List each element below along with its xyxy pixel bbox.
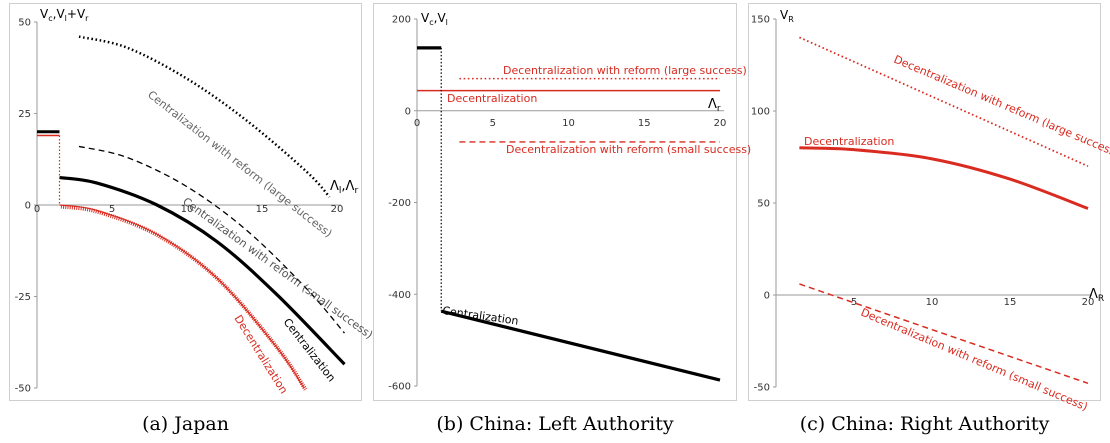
- x-label-c: ΛR: [1089, 287, 1104, 304]
- series-line-c-1: [799, 146, 1089, 210]
- annotation-c-large: Decentralization with reform (large succ…: [892, 53, 1110, 160]
- y-tick-label-a-1: 25: [18, 109, 31, 120]
- series-line-a-1: [78, 145, 345, 334]
- y-tick-label-c-2: 50: [757, 199, 770, 210]
- x-tick-label-a-2: 10: [181, 204, 194, 215]
- series-line-a-0: [78, 35, 331, 198]
- annotation-b-large: Decentralization with reform (large succ…: [503, 64, 747, 77]
- y-tick-label-a-2: 0: [25, 201, 31, 212]
- x-tick-label-b-2: 10: [562, 118, 575, 129]
- x-tick-label-a-1: 5: [109, 204, 115, 215]
- panel-b-frame: [373, 3, 737, 401]
- y-tick-label-c-3: 0: [764, 291, 770, 302]
- series-line-b-3: [440, 309, 721, 382]
- x-tick-label-b-1: 5: [490, 118, 496, 129]
- x-tick-label-a-0: 0: [34, 204, 40, 215]
- x-tick-label-b-4: 20: [714, 118, 727, 129]
- series-line-a-3-hatch: [60, 204, 308, 391]
- y-label-b: Vc,Vl: [421, 11, 448, 27]
- y-tick-label-a-4: -50: [15, 384, 31, 395]
- panel-a-frame: [9, 3, 362, 401]
- x-tick-label-a-4: 20: [331, 204, 344, 215]
- x-tick-label-c-1: 10: [926, 297, 939, 308]
- annotation-c-small: Decentralization with reform (small succ…: [859, 306, 1090, 414]
- y-tick-label-b-4: -600: [388, 382, 411, 393]
- y-tick-label-c-0: 150: [751, 15, 770, 26]
- x-label-b: Λr: [708, 97, 721, 114]
- y-tick-label-b-2: -200: [388, 198, 411, 209]
- annotation-a-small: Centralization with reform (small succes…: [180, 195, 375, 342]
- y-tick-label-c-4: -50: [754, 383, 770, 394]
- x-label-a: Λl,Λr: [330, 179, 358, 196]
- annotation-b-decentralization: Decentralization: [447, 92, 537, 105]
- y-label-c: VR: [780, 8, 794, 24]
- caption-c: (c) China: Right Authority: [799, 413, 1050, 435]
- panel-c-frame: [748, 3, 1101, 401]
- y-tick-label-b-3: -400: [388, 290, 411, 301]
- x-tick-label-a-3: 15: [256, 204, 269, 215]
- y-tick-label-a-3: -25: [15, 292, 31, 303]
- y-tick-label-a-0: 50: [18, 18, 31, 29]
- caption-a: (a) Japan: [142, 413, 229, 435]
- y-tick-label-c-1: 100: [751, 107, 770, 118]
- x-tick-label-b-3: 15: [638, 118, 651, 129]
- series-line-a-2: [59, 175, 346, 366]
- annotation-c-decentralization: Decentralization: [804, 135, 894, 148]
- x-tick-label-c-3: 20: [1082, 297, 1095, 308]
- y-tick-label-b-1: 0: [405, 106, 411, 117]
- x-tick-label-c-2: 15: [1004, 297, 1017, 308]
- annotation-b-centralization: Centralization: [442, 304, 520, 328]
- x-tick-label-b-0: 0: [414, 118, 420, 129]
- y-tick-label-b-0: 200: [392, 15, 411, 26]
- caption-b: (b) China: Left Authority: [436, 413, 674, 435]
- x-tick-label-c-0: 5: [851, 297, 857, 308]
- annotation-b-small: Decentralization with reform (small succ…: [506, 143, 751, 156]
- annotation-a-large: Centralization with reform (large succes…: [145, 88, 334, 240]
- y-label-a: Vc,Vl+Vr: [40, 7, 89, 23]
- series-line-c-2: [799, 283, 1089, 385]
